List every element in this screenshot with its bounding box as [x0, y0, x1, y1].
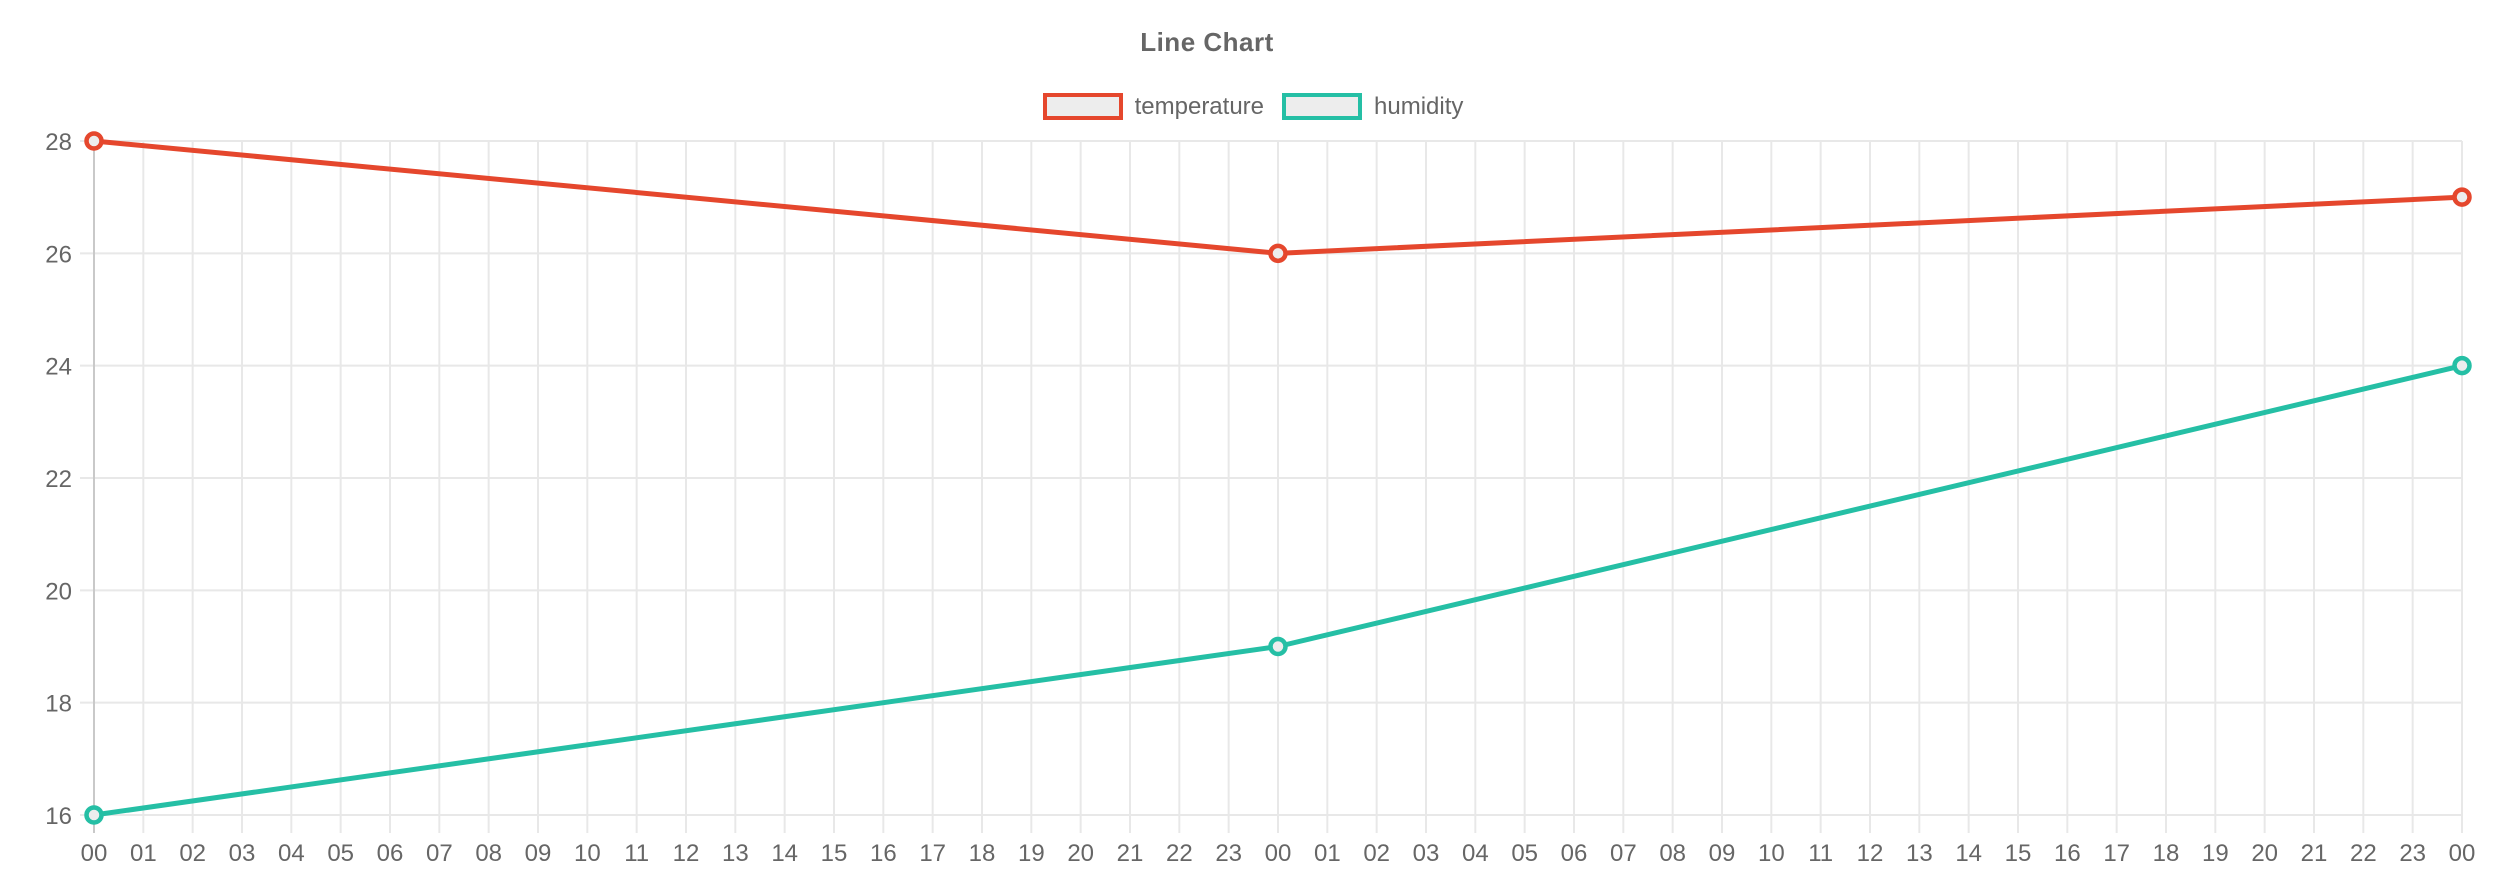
x-axis-tick-label: 10: [1758, 840, 1785, 867]
y-axis-tick-label: 22: [45, 466, 72, 493]
legend-swatch-icon: [1282, 93, 1363, 120]
x-axis-tick-label: 17: [2103, 840, 2130, 867]
humidity-data-point: [1268, 636, 1288, 657]
x-axis-tick-label: 00: [2449, 840, 2476, 867]
x-axis-tick-label: 20: [2251, 840, 2278, 867]
x-axis-tick-label: 08: [475, 840, 502, 867]
x-axis-tick-label: 23: [1215, 840, 1242, 867]
x-axis-tick-label: 16: [2054, 840, 2081, 867]
x-axis-tick-label: 19: [2202, 840, 2229, 867]
x-axis-tick-label: 00: [81, 840, 108, 867]
x-axis-tick-label: 01: [130, 840, 157, 867]
x-axis-tick-label: 21: [2301, 840, 2328, 867]
x-axis-tick-label: 02: [179, 840, 206, 867]
legend-swatch-icon: [1042, 93, 1123, 120]
x-axis-tick-label: 15: [2005, 840, 2032, 867]
x-axis-tick-label: 05: [327, 840, 354, 867]
y-axis-tick-label: 16: [45, 803, 72, 830]
y-axis-tick-label: 26: [45, 241, 72, 268]
chart-legend: temperature humidity: [0, 93, 2506, 120]
x-axis-tick-label: 09: [1709, 840, 1736, 867]
x-axis-tick-label: 17: [919, 840, 946, 867]
axis-tick-labels: 16 18 20 22 24 26 28 00 01 02 03 04 05 06 07 08 09 10 11 12…: [45, 129, 2475, 867]
gridlines: [80, 140, 2463, 833]
y-axis-tick-label: 18: [45, 691, 72, 718]
y-axis-tick-label: 28: [45, 129, 72, 156]
x-axis-tick-label: 15: [821, 840, 848, 867]
x-axis-tick-label: 09: [525, 840, 552, 867]
x-axis-tick-label: 20: [1067, 840, 1094, 867]
temperature-data-point: [1268, 243, 1288, 264]
y-axis-tick-label: 24: [45, 354, 72, 381]
x-axis-tick-label: 04: [278, 840, 305, 867]
x-axis-tick-label: 16: [870, 840, 897, 867]
x-axis-tick-label: 18: [2153, 840, 2180, 867]
temperature-data-point: [84, 131, 104, 151]
x-axis-tick-label: 07: [1610, 840, 1637, 867]
x-axis-tick-label: 13: [1906, 840, 1933, 867]
x-axis-tick-label: 05: [1511, 840, 1538, 867]
x-axis-tick-label: 03: [229, 840, 256, 867]
series-lines: [84, 131, 2472, 825]
legend-label: temperature: [1134, 93, 1265, 120]
y-axis-tick-label: 20: [45, 578, 72, 605]
humidity-data-point: [2452, 355, 2472, 376]
humidity-data-point: [84, 805, 104, 825]
x-axis-tick-label: 04: [1462, 840, 1489, 867]
x-axis-tick-label: 23: [2399, 840, 2426, 867]
chart-title: Line Chart: [1140, 27, 1274, 57]
x-axis-tick-label: 22: [2350, 840, 2377, 867]
x-axis-tick-label: 18: [969, 840, 996, 867]
x-axis-tick-label: 10: [574, 840, 601, 867]
x-axis-tick-label: 00: [1265, 840, 1292, 867]
x-axis-tick-label: 12: [1857, 840, 1884, 867]
x-axis-tick-label: 08: [1659, 840, 1686, 867]
x-axis-tick-label: 03: [1413, 840, 1440, 867]
x-axis-tick-label: 19: [1018, 840, 1045, 867]
temperature-data-point: [2452, 187, 2472, 207]
legend-item-humidity[interactable]: humidity: [1282, 93, 1463, 120]
x-axis-tick-label: 06: [1561, 840, 1588, 867]
legend-item-temperature[interactable]: temperature: [1042, 93, 1265, 120]
legend-label: humidity: [1374, 93, 1464, 120]
x-axis-tick-label: 06: [377, 840, 404, 867]
x-axis-tick-label: 13: [722, 840, 749, 867]
x-axis-tick-label: 14: [771, 840, 798, 867]
x-axis-tick-label: 12: [673, 840, 700, 867]
x-axis-tick-label: 21: [1117, 840, 1144, 867]
x-axis-tick-label: 07: [426, 840, 453, 867]
x-axis-tick-label: 14: [1955, 840, 1982, 867]
x-axis-tick-label: 01: [1314, 840, 1341, 867]
x-axis-tick-label: 22: [1166, 840, 1193, 867]
x-axis-tick-label: 11: [624, 840, 649, 867]
x-axis-tick-label: 11: [1808, 840, 1833, 867]
x-axis-tick-label: 02: [1363, 840, 1390, 867]
